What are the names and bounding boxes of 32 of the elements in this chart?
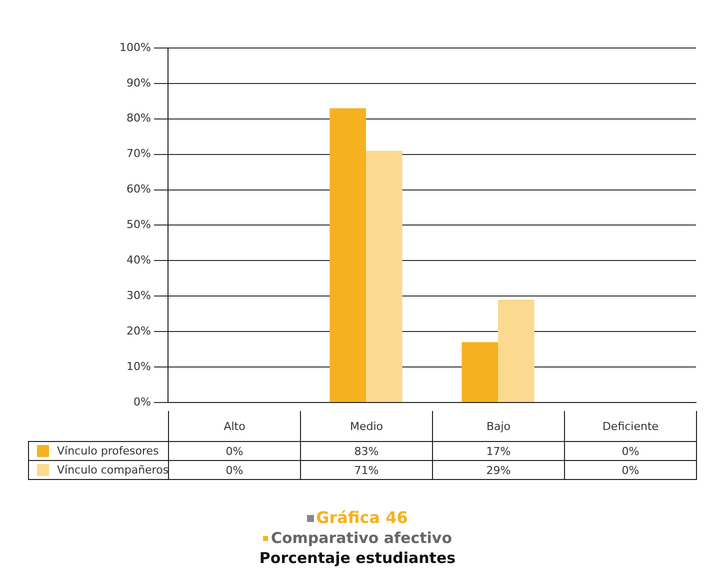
y-tick-label: 90% [126,76,151,90]
text: Comparativo afectivo [270,529,452,547]
data-label: 83% [300,442,432,460]
bar [330,108,366,402]
bar [498,300,534,402]
legend-label: Vínculo compañeros [57,464,169,477]
legend-label: Vínculo profesores [57,444,159,458]
x-tick-label: Alto [168,411,300,442]
data-label: 0% [564,442,696,460]
y-tick-label: 10% [126,360,151,373]
data-label: 0% [564,460,696,480]
y-tick-label: 30% [126,288,151,302]
y-tick-label: 50% [126,218,151,232]
y-tick-label: 100% [120,40,151,54]
data-label: 0% [168,460,300,480]
data-label: 17% [432,442,564,460]
data-label: 0% [168,442,300,460]
text: Gráfica 46 [316,508,408,527]
y-tick-label: 0% [134,395,151,408]
text: Porcentaje estudiantes [258,548,457,568]
x-tick-label: Bajo [432,411,564,442]
y-tick-label: 40% [126,254,151,266]
x-tick-label: Deficiente [564,411,696,442]
y-tick-label: 60% [126,182,151,196]
data-label: 29% [432,460,564,480]
y-tick-label: 70% [126,147,151,160]
y-tick-label: 20% [126,324,151,338]
bar [462,342,498,402]
y-tick-label: 80% [126,112,151,125]
bar [366,150,402,402]
x-tick-label: Medio [300,411,432,442]
data-label: 71% [300,460,432,480]
